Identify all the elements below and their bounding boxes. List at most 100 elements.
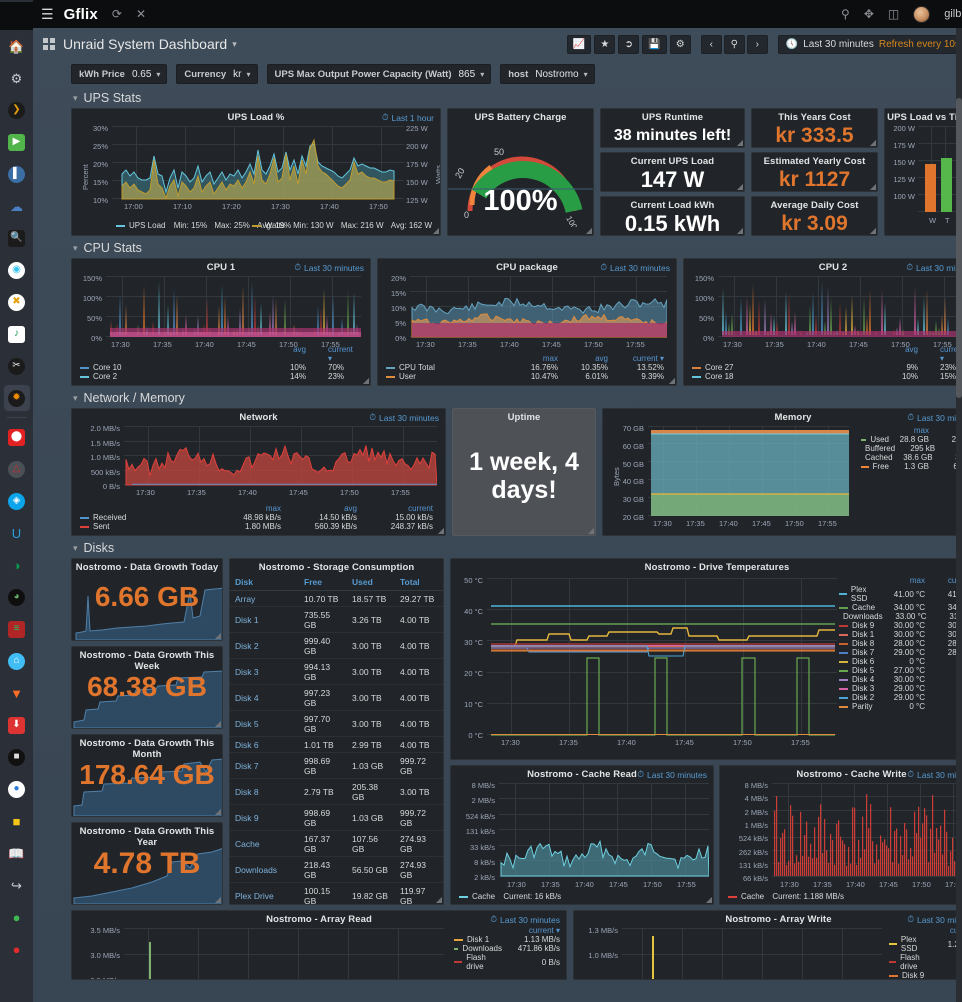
legend-row[interactable]: Disk 329.00 °C0 °C: [839, 684, 962, 693]
sidebar-item-sonarr[interactable]: ◉: [4, 257, 30, 283]
table-row[interactable]: Disk 2 999.40 GB 3.00 TB 4.00 TB: [230, 632, 443, 659]
scrollbar-thumb[interactable]: [956, 98, 962, 398]
legend-row[interactable]: Disk 7 29.00 °C 28.00 °C: [839, 648, 962, 657]
sidebar-item-tautulli[interactable]: ▌: [4, 161, 30, 187]
table-row[interactable]: Disk 1 735.55 GB 3.26 TB 4.00 TB: [230, 606, 443, 633]
panel-resize-handle[interactable]: ◢: [869, 226, 876, 235]
time-forward-button[interactable]: ›: [746, 34, 768, 54]
panel-current-load-kwh[interactable]: Current Load kWh 0.15 kWh ◢: [600, 196, 745, 236]
row-header-network-memory[interactable]: ▾ Network / Memory: [33, 386, 962, 408]
variable-host[interactable]: host Nostromo ▾: [500, 64, 595, 84]
panel-cache-read[interactable]: Nostromo - Cache Read ⏱ Last 30 minutes 8…: [450, 765, 714, 905]
sidebar-item-plex[interactable]: ❯: [4, 97, 30, 123]
search-icon[interactable]: ⚲: [841, 7, 850, 21]
save-button[interactable]: 💾: [642, 34, 667, 54]
panel-resize-handle[interactable]: ◢: [668, 376, 675, 385]
panel-cpu-1[interactable]: CPU 1 ⏱ Last 30 minutes 150% 100% 50% 0% 17:…: [71, 258, 371, 386]
panel-resize-handle[interactable]: ◢: [736, 138, 743, 147]
panel-resize-handle[interactable]: ◢: [214, 807, 221, 816]
sidebar-item-settings[interactable]: ⚙: [4, 65, 30, 91]
panel-data-growth-week[interactable]: Nostromo - Data Growth This Week 68.38 G…: [71, 646, 223, 729]
table-column-header[interactable]: Total: [394, 574, 443, 591]
panel-resize-handle[interactable]: ◢: [214, 895, 221, 904]
panel-resize-handle[interactable]: ◢: [585, 226, 592, 235]
sidebar-item-gitlab[interactable]: ▼: [4, 680, 30, 706]
panel-resize-handle[interactable]: ◢: [214, 631, 221, 640]
sidebar-item-unifi[interactable]: U: [4, 520, 30, 546]
panel-current-ups-load[interactable]: Current UPS Load 147 W ◢: [600, 152, 745, 192]
page-title[interactable]: Unraid System Dashboard: [63, 36, 228, 52]
panel-resize-handle[interactable]: ◢: [736, 182, 743, 191]
table-row[interactable]: Array 10.70 TB 18.57 TB 29.27 TB: [230, 590, 443, 607]
table-column-header[interactable]: Disk: [230, 574, 300, 591]
legend-row[interactable]: Disk 60 °C0 °C: [839, 657, 962, 666]
panel-resize-handle[interactable]: ◢: [705, 895, 712, 904]
storage-table[interactable]: Disk Free Used Total Array 10.70 TB 18.57 TB 2…: [230, 574, 443, 904]
variable-kwh-price[interactable]: kWh Price 0.65 ▾: [71, 64, 168, 84]
user-name[interactable]: gilbn: [944, 8, 962, 20]
sidebar-item-portainer[interactable]: ◈: [4, 488, 30, 514]
panel-data-growth-year[interactable]: Nostromo - Data Growth This Year 4.78 TB…: [71, 822, 223, 905]
sidebar-item-logout[interactable]: ↪: [4, 872, 30, 898]
time-range-picker[interactable]: 🕔 Last 30 minutes Refresh every 10s: [777, 34, 962, 54]
table-row[interactable]: Disk 5 997.70 GB 3.00 TB 4.00 TB: [230, 710, 443, 737]
panel-resize-handle[interactable]: ◢: [587, 526, 594, 535]
legend-row[interactable]: Disk 1 30.00 °C 30.00 °C: [839, 630, 962, 639]
table-column-header[interactable]: Used: [347, 574, 395, 591]
panel-cache-write[interactable]: Nostromo - Cache Write ⏱Last 30 minutes …: [719, 765, 962, 905]
close-icon[interactable]: ✕: [135, 7, 147, 21]
panel-resize-handle[interactable]: ◢: [362, 376, 369, 385]
sidebar-item-lidarr[interactable]: ♪: [4, 321, 30, 347]
library-icon[interactable]: ◫: [887, 7, 900, 21]
table-row[interactable]: Disk 8 2.79 TB 205.38 GB 3.00 TB: [230, 778, 443, 805]
legend-row[interactable]: Disk 90 B/s: [889, 971, 962, 979]
sidebar-item-emby[interactable]: ▶: [4, 129, 30, 155]
legend-row[interactable]: Disk 430.00 °C0 °C: [839, 675, 962, 684]
row-header-disks[interactable]: ▾ Disks: [33, 536, 962, 558]
table-row[interactable]: Disk 4 997.23 GB 3.00 TB 4.00 TB: [230, 684, 443, 711]
panel-resize-handle[interactable]: ◢: [869, 182, 876, 191]
legend-row[interactable]: Downloads 471.86 kB/s: [454, 944, 560, 953]
table-row[interactable]: Disk 9 998.69 GB 1.03 GB 999.72 GB: [230, 804, 443, 831]
app-icon-rail[interactable]: 🏠 ⚙ ❯ ▶ ▌ ☁ 🔍 ◉ ✖ ♪ ✂ ✹ ⬤ △ ◈ U ◑ ◕ ≡ ⌂ ▼ ⬇ ■ ● ■ 📖 ↪ ● ●: [0, 0, 33, 1002]
sidebar-item-search[interactable]: 🔍: [4, 225, 30, 251]
panel-this-years-cost[interactable]: This Years Cost kr 333.5 ◢: [751, 108, 878, 148]
settings-button[interactable]: ⚙: [669, 34, 691, 54]
panel-data-growth-month[interactable]: Nostromo - Data Growth This Month 178.64…: [71, 734, 223, 817]
panel-resize-handle[interactable]: ◢: [437, 526, 444, 535]
time-back-button[interactable]: ‹: [700, 34, 722, 54]
sidebar-item-lazylibrarian[interactable]: ■: [4, 744, 30, 770]
variable-ups-max-output[interactable]: UPS Max Output Power Capacity (Watt) 865…: [266, 64, 492, 84]
legend-row[interactable]: Cache 34.00 °C 34.00 °C: [839, 603, 962, 612]
panel-cpu-2[interactable]: CPU 2 ⏱Last 30 minutes 150% 100% 50% 0% 17:…: [683, 258, 962, 386]
panel-resize-handle[interactable]: ◢: [736, 226, 743, 235]
panel-ups-runtime[interactable]: UPS Runtime 38 minutes left! ◢: [600, 108, 745, 148]
panel-storage-consumption[interactable]: Nostromo - Storage Consumption Disk Free U…: [229, 558, 444, 905]
share-button[interactable]: ➲: [618, 34, 640, 54]
avatar[interactable]: [913, 5, 931, 23]
sidebar-item-redhat[interactable]: ●: [4, 936, 30, 962]
legend-row[interactable]: Disk 8 28.00 °C 28.00 °C: [839, 639, 962, 648]
table-row[interactable]: Cache 167.37 GB 107.56 GB 274.93 GB: [230, 830, 443, 857]
panel-resize-handle[interactable]: ◢: [435, 895, 442, 904]
panel-resize-handle[interactable]: ◢: [432, 226, 439, 235]
panel-uptime[interactable]: Uptime 1 week, 4 days! ◢: [452, 408, 596, 536]
row-header-cpu[interactable]: ▾ CPU Stats: [33, 236, 962, 258]
shuffle-icon[interactable]: ✥: [863, 7, 874, 21]
panel-ups-load-vs-time-left[interactable]: UPS Load vs Time left 200 W 175 W 150 W 125…: [884, 108, 962, 236]
sidebar-item-radarr[interactable]: ✖: [4, 289, 30, 315]
legend-row[interactable]: Disk 9 30.00 °C 30.00 °C: [839, 621, 962, 630]
sidebar-item-home[interactable]: 🏠: [4, 33, 30, 59]
table-row[interactable]: Plex Drive 100.15 GB 19.82 GB 119.97 GB: [230, 882, 443, 904]
legend-row[interactable]: Disk 1 1.13 MB/s: [454, 935, 560, 944]
table-row[interactable]: Disk 7 998.69 GB 1.03 GB 999.72 GB: [230, 752, 443, 779]
sidebar-item-ombi[interactable]: ✹: [3, 385, 30, 411]
sidebar-item-cloud[interactable]: ☁: [4, 193, 30, 219]
sidebar-item-sabnzbd[interactable]: ■: [4, 808, 30, 834]
